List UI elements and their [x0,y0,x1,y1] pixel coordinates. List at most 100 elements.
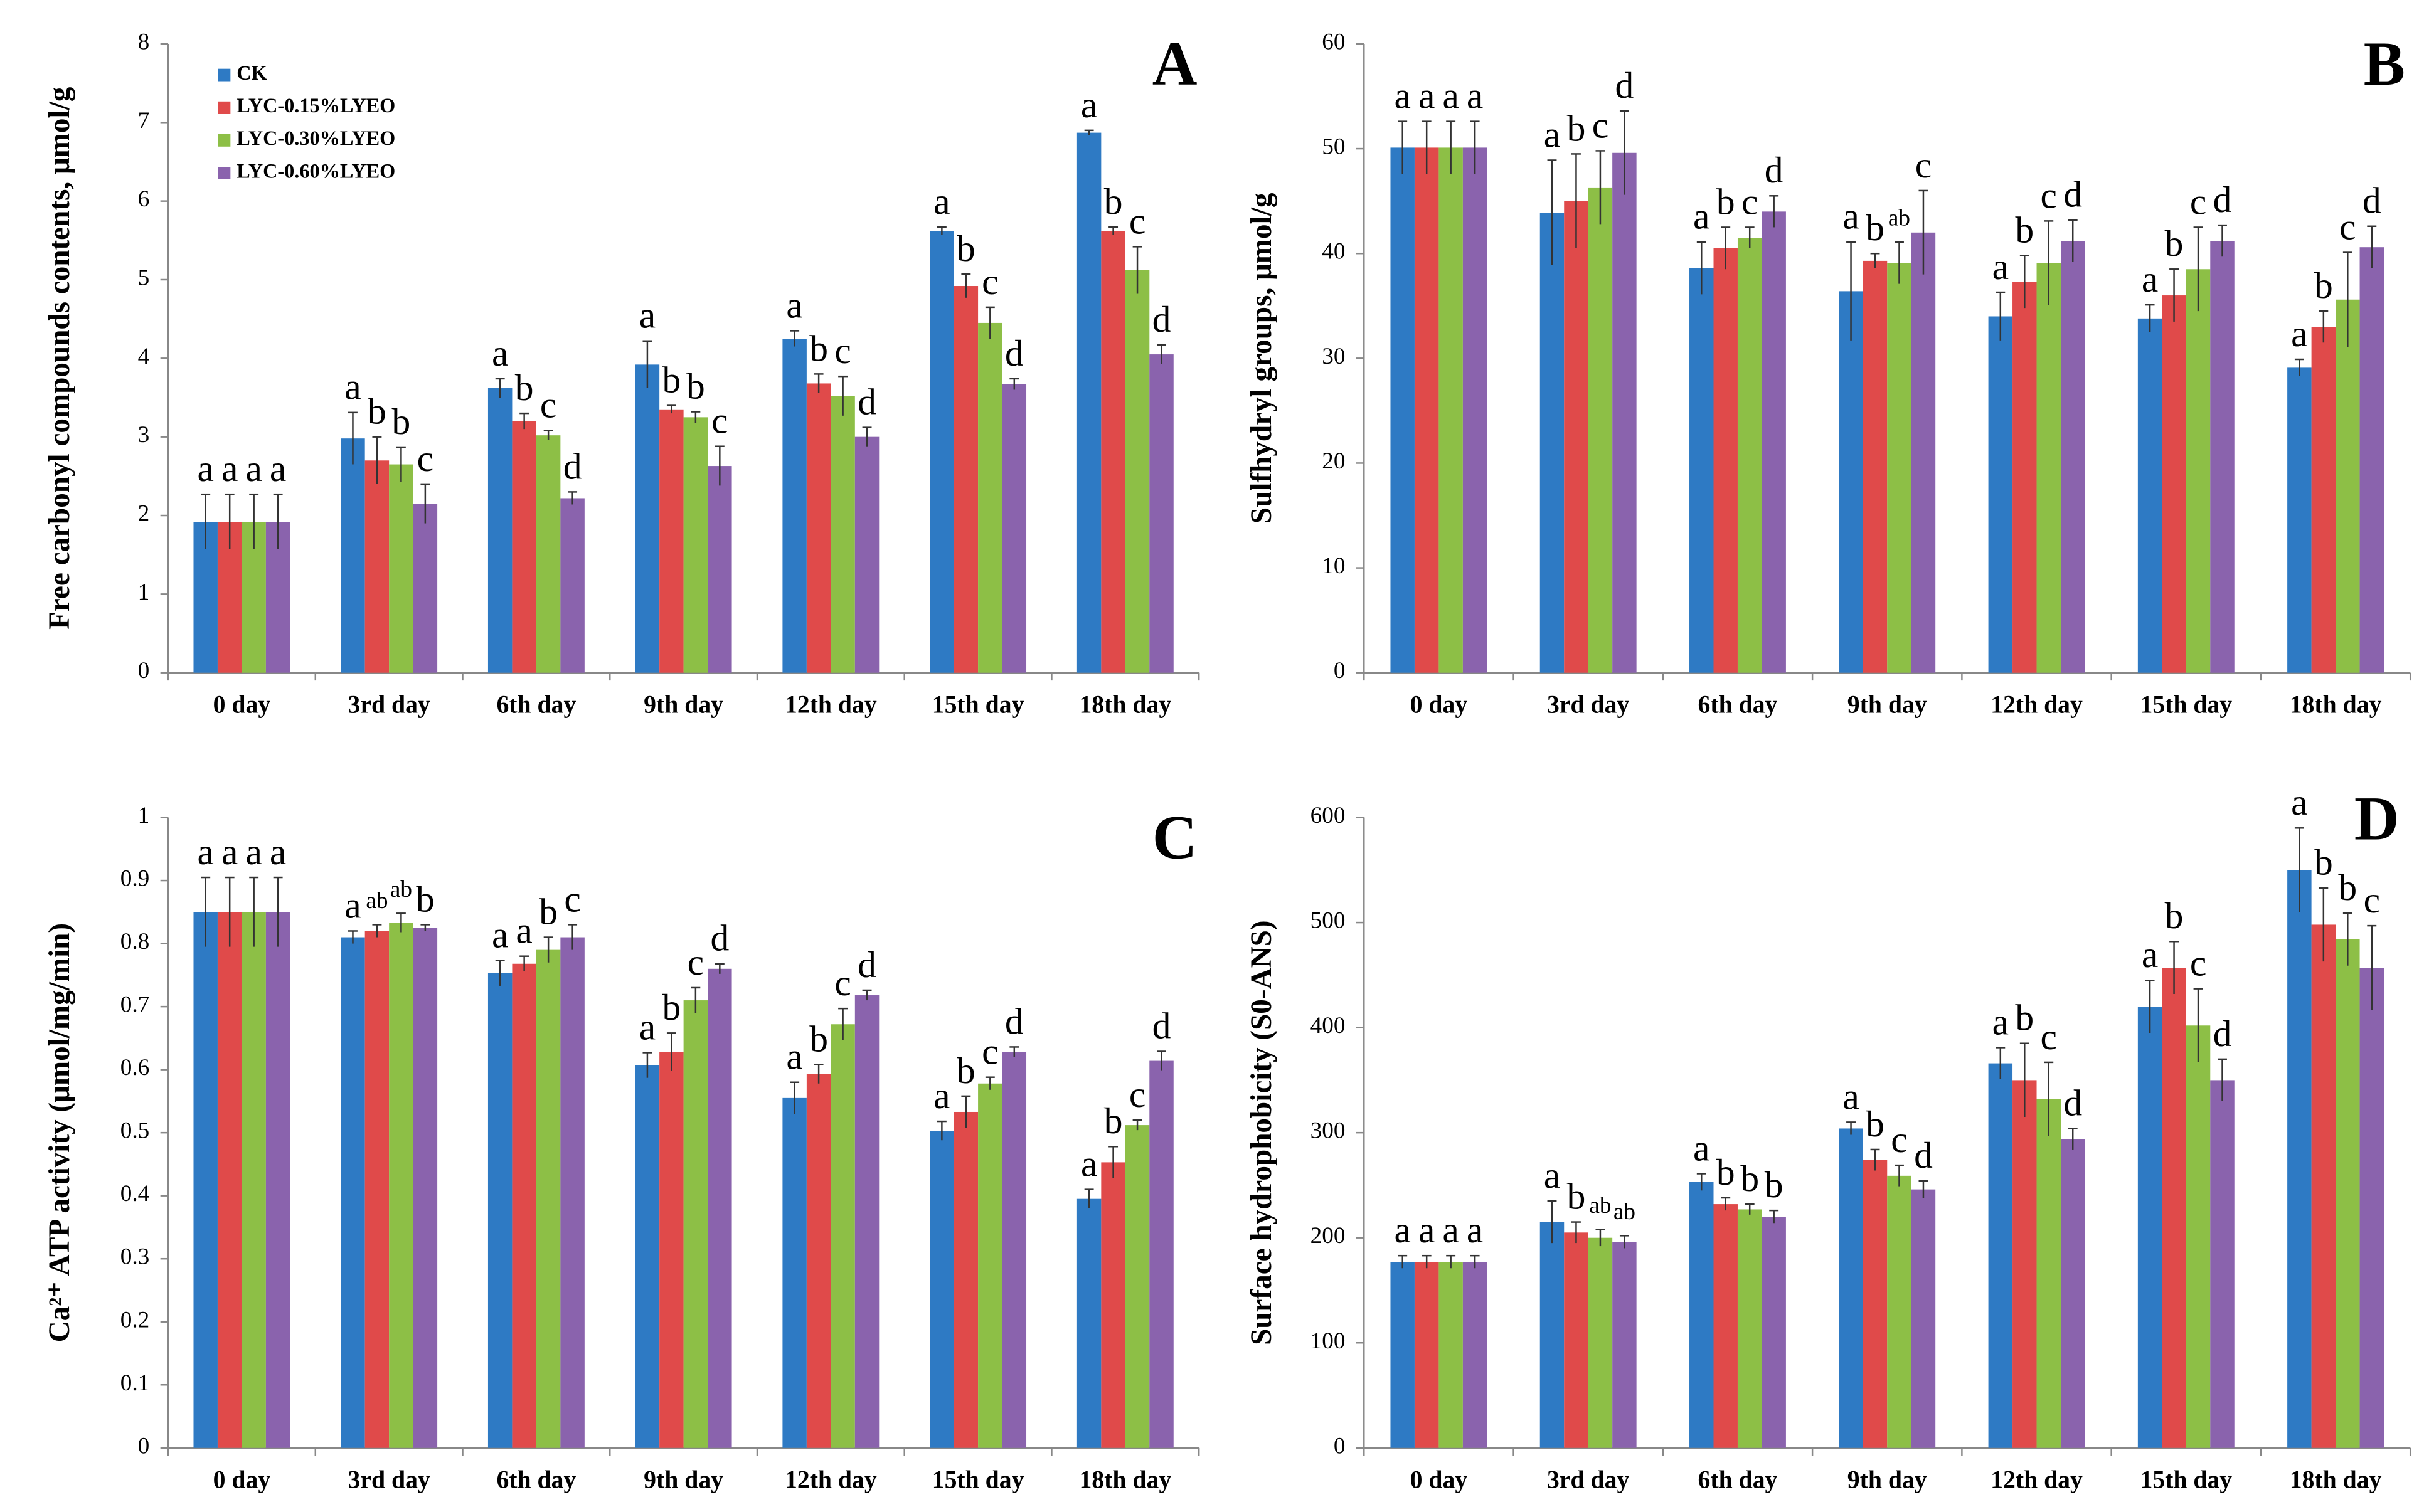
bar [2162,295,2186,673]
y-tick-label: 200 [1310,1223,1346,1249]
y-tick-label: 0.4 [120,1181,150,1207]
legend-label: LYC-0.30%LYEO [237,127,395,149]
significance-letter: b [539,891,558,932]
significance-letter: c [2041,174,2057,216]
bar [2186,1025,2211,1448]
x-tick-label: 9th day [1847,690,1927,718]
significance-letter: c [688,941,704,983]
y-tick-label: 300 [1310,1118,1346,1144]
significance-letter: a [1842,1076,1859,1117]
x-tick-label: 15th day [932,690,1024,718]
bar [560,937,585,1448]
bar [1713,248,1738,673]
significance-letter: a [198,448,214,489]
significance-letter: a [1992,246,2009,287]
x-tick-label: 12th day [1991,690,2083,718]
x-tick-label: 12th day [785,1466,877,1493]
panel-B: 0 10 20 30 40 50 60 0 day 3rd day 6th day 9th day 1… [1245,29,2411,718]
significance-letter: a [245,831,262,872]
bar [1988,316,2013,673]
bar [1390,147,1415,673]
bar [978,1083,1002,1448]
bar [413,928,438,1448]
x-tick-label: 6th day [1698,690,1778,718]
bar [2060,1139,2085,1448]
significance-letter: b [515,367,534,408]
panel-label: C [1152,804,1198,872]
significance-letter: a [1544,114,1560,155]
bar [389,464,413,673]
bar [1564,201,1588,673]
x-tick-label: 15th day [2140,690,2232,718]
significance-letter: a [1693,1127,1709,1168]
x-tick-label: 0 day [1410,1466,1468,1493]
significance-letter: a [344,884,361,926]
bar [341,937,365,1448]
bar [265,912,290,1448]
y-tick-label: 30 [1322,344,1345,369]
x-tick-label: 18th day [2290,690,2382,718]
y-tick-label: 3 [138,422,150,448]
significance-letter: c [982,1031,998,1072]
bar [242,912,266,1448]
significance-letter: d [2063,174,2082,215]
y-tick-label: 0.2 [120,1307,150,1333]
y-axis-label: Ca²⁺ ATP activity (μmol/mg/min) [43,923,76,1342]
significance-letter: c [834,962,851,1003]
bar [1863,260,1888,673]
bar [364,460,390,673]
significance-letter: a [2291,781,2307,823]
bar [782,1097,807,1448]
significance-letter: a [1081,1143,1097,1185]
bar [512,421,536,673]
significance-letter: a [1693,196,1709,237]
significance-letter: a [1544,1155,1560,1196]
legend-label: CK [237,61,267,84]
significance-letter: b [2015,997,2034,1039]
x-tick-label: 12th day [1991,1466,2083,1493]
x-tick-label: 15th day [932,1466,1024,1493]
y-tick-label: 0.6 [120,1055,150,1081]
bar [782,339,807,673]
y-tick-label: 0 [138,1433,150,1459]
bar [2336,939,2360,1448]
bar [1002,384,1027,673]
significance-letter: b [2314,265,2333,306]
significance-letter: c [2364,879,2380,921]
significance-letter: d [1152,299,1171,340]
y-tick-label: 0.3 [120,1244,150,1270]
significance-letter: a [2142,258,2158,300]
bar [1390,1262,1415,1448]
panel-A: 0 1 2 3 4 5 6 7 8 0 day 3rd day 6th day 9th day 12th … [43,29,1200,718]
significance-letter: b [662,986,681,1028]
bar [1101,231,1125,673]
panel-label: D [2354,785,2400,854]
y-tick-label: 60 [1322,29,1345,55]
significance-letter: d [2213,179,2232,220]
bar [1462,147,1487,673]
significance-letter: d [858,381,876,423]
significance-letter: a [1442,1209,1459,1250]
bar [683,1000,708,1448]
y-tick-label: 0 [138,658,150,684]
significance-letter: a [198,831,214,872]
significance-letter: c [1129,200,1145,241]
significance-letter: a [2291,313,2307,354]
significance-letter: c [417,438,433,479]
significance-letter: d [1615,65,1634,106]
bar [1539,1222,1565,1448]
bar [2311,924,2336,1448]
significance-letter: a [933,1075,950,1116]
bar [1887,263,1911,673]
significance-letter: a [270,831,286,872]
legend-swatch [218,167,231,179]
bar [2311,327,2336,673]
significance-letter: c [2041,1016,2057,1057]
significance-letter: c [540,384,556,426]
significance-letter: a [786,1036,802,1077]
significance-letter: c [711,400,728,441]
bar [2060,241,2085,673]
y-tick-label: 0.5 [120,1118,150,1144]
bar [2336,299,2360,673]
